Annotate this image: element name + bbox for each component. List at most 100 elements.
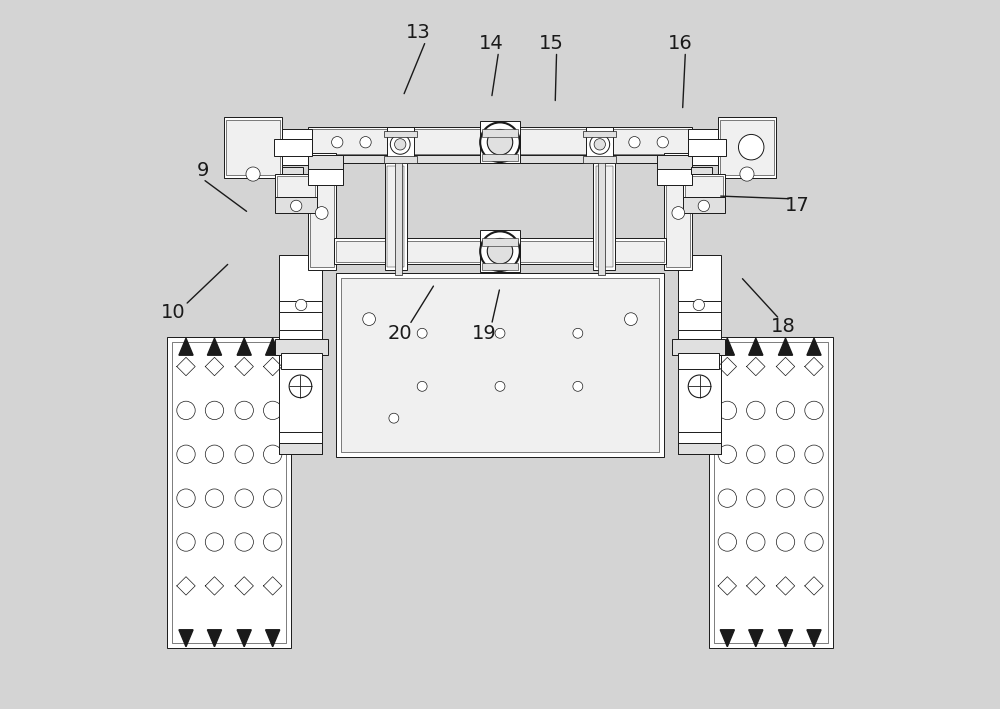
Circle shape — [688, 375, 711, 398]
Circle shape — [805, 533, 823, 551]
Bar — [310, 162, 334, 267]
Polygon shape — [805, 357, 823, 376]
Bar — [714, 342, 828, 643]
Circle shape — [291, 200, 302, 211]
Polygon shape — [778, 630, 793, 647]
Bar — [387, 166, 404, 267]
Bar — [709, 337, 833, 648]
Circle shape — [776, 533, 795, 551]
Circle shape — [590, 135, 610, 155]
Polygon shape — [235, 576, 253, 595]
Circle shape — [718, 445, 737, 464]
Bar — [718, 118, 776, 177]
Polygon shape — [805, 576, 823, 595]
Bar — [482, 238, 518, 245]
Circle shape — [718, 533, 737, 551]
Circle shape — [776, 401, 795, 420]
Circle shape — [657, 137, 668, 148]
Polygon shape — [263, 576, 282, 595]
Circle shape — [177, 533, 195, 551]
Polygon shape — [776, 357, 795, 376]
Bar — [310, 129, 690, 155]
Bar — [384, 131, 417, 137]
Bar — [688, 139, 726, 157]
Polygon shape — [207, 630, 222, 647]
Circle shape — [487, 130, 513, 155]
Polygon shape — [720, 630, 734, 647]
Polygon shape — [749, 338, 763, 355]
Circle shape — [573, 328, 583, 338]
Bar — [691, 167, 712, 174]
Bar — [583, 131, 616, 137]
Circle shape — [740, 167, 754, 181]
Circle shape — [235, 445, 253, 464]
Bar — [683, 197, 725, 213]
Circle shape — [389, 413, 399, 423]
Circle shape — [246, 167, 260, 181]
Bar — [395, 162, 402, 275]
Circle shape — [747, 445, 765, 464]
Polygon shape — [749, 630, 763, 647]
Bar — [336, 240, 664, 262]
Polygon shape — [235, 357, 253, 376]
Circle shape — [205, 445, 224, 464]
Polygon shape — [747, 357, 765, 376]
Bar — [308, 127, 692, 157]
Polygon shape — [177, 357, 195, 376]
Bar — [666, 162, 690, 267]
Circle shape — [332, 137, 343, 148]
Bar — [308, 153, 336, 269]
Circle shape — [205, 401, 224, 420]
Polygon shape — [237, 630, 251, 647]
Polygon shape — [778, 338, 793, 355]
Circle shape — [263, 533, 282, 551]
Circle shape — [235, 401, 253, 420]
Circle shape — [698, 200, 709, 211]
Polygon shape — [720, 338, 734, 355]
Bar — [172, 342, 286, 643]
Text: 19: 19 — [472, 324, 497, 342]
Circle shape — [805, 489, 823, 508]
Bar — [593, 164, 615, 269]
Text: 17: 17 — [785, 196, 810, 216]
Text: 10: 10 — [161, 303, 185, 322]
Bar — [480, 121, 520, 164]
Bar — [657, 169, 692, 184]
Bar — [167, 337, 291, 648]
Bar — [683, 174, 725, 199]
Bar — [384, 157, 417, 164]
Bar — [224, 118, 282, 177]
Polygon shape — [718, 357, 737, 376]
Bar — [385, 164, 407, 269]
Circle shape — [495, 328, 505, 338]
Circle shape — [417, 381, 427, 391]
Bar — [480, 230, 520, 272]
Bar — [685, 176, 723, 196]
Polygon shape — [205, 357, 224, 376]
Bar — [277, 176, 315, 196]
Circle shape — [747, 533, 765, 551]
Bar — [279, 319, 322, 432]
Bar — [279, 443, 322, 454]
Bar — [275, 174, 317, 199]
Bar — [672, 339, 725, 354]
Circle shape — [296, 299, 307, 311]
Bar — [308, 155, 343, 171]
Text: 16: 16 — [668, 33, 693, 52]
Text: 13: 13 — [406, 23, 431, 42]
Bar — [482, 155, 518, 162]
Bar — [226, 120, 280, 175]
Bar — [583, 157, 616, 164]
Circle shape — [480, 123, 520, 162]
Circle shape — [573, 381, 583, 391]
Circle shape — [360, 137, 371, 148]
Circle shape — [205, 533, 224, 551]
Bar — [275, 339, 328, 354]
Bar — [279, 312, 322, 330]
Circle shape — [263, 445, 282, 464]
Bar — [279, 255, 322, 454]
Polygon shape — [263, 357, 282, 376]
Circle shape — [390, 135, 410, 155]
Text: 14: 14 — [479, 33, 504, 52]
Bar — [281, 353, 322, 369]
